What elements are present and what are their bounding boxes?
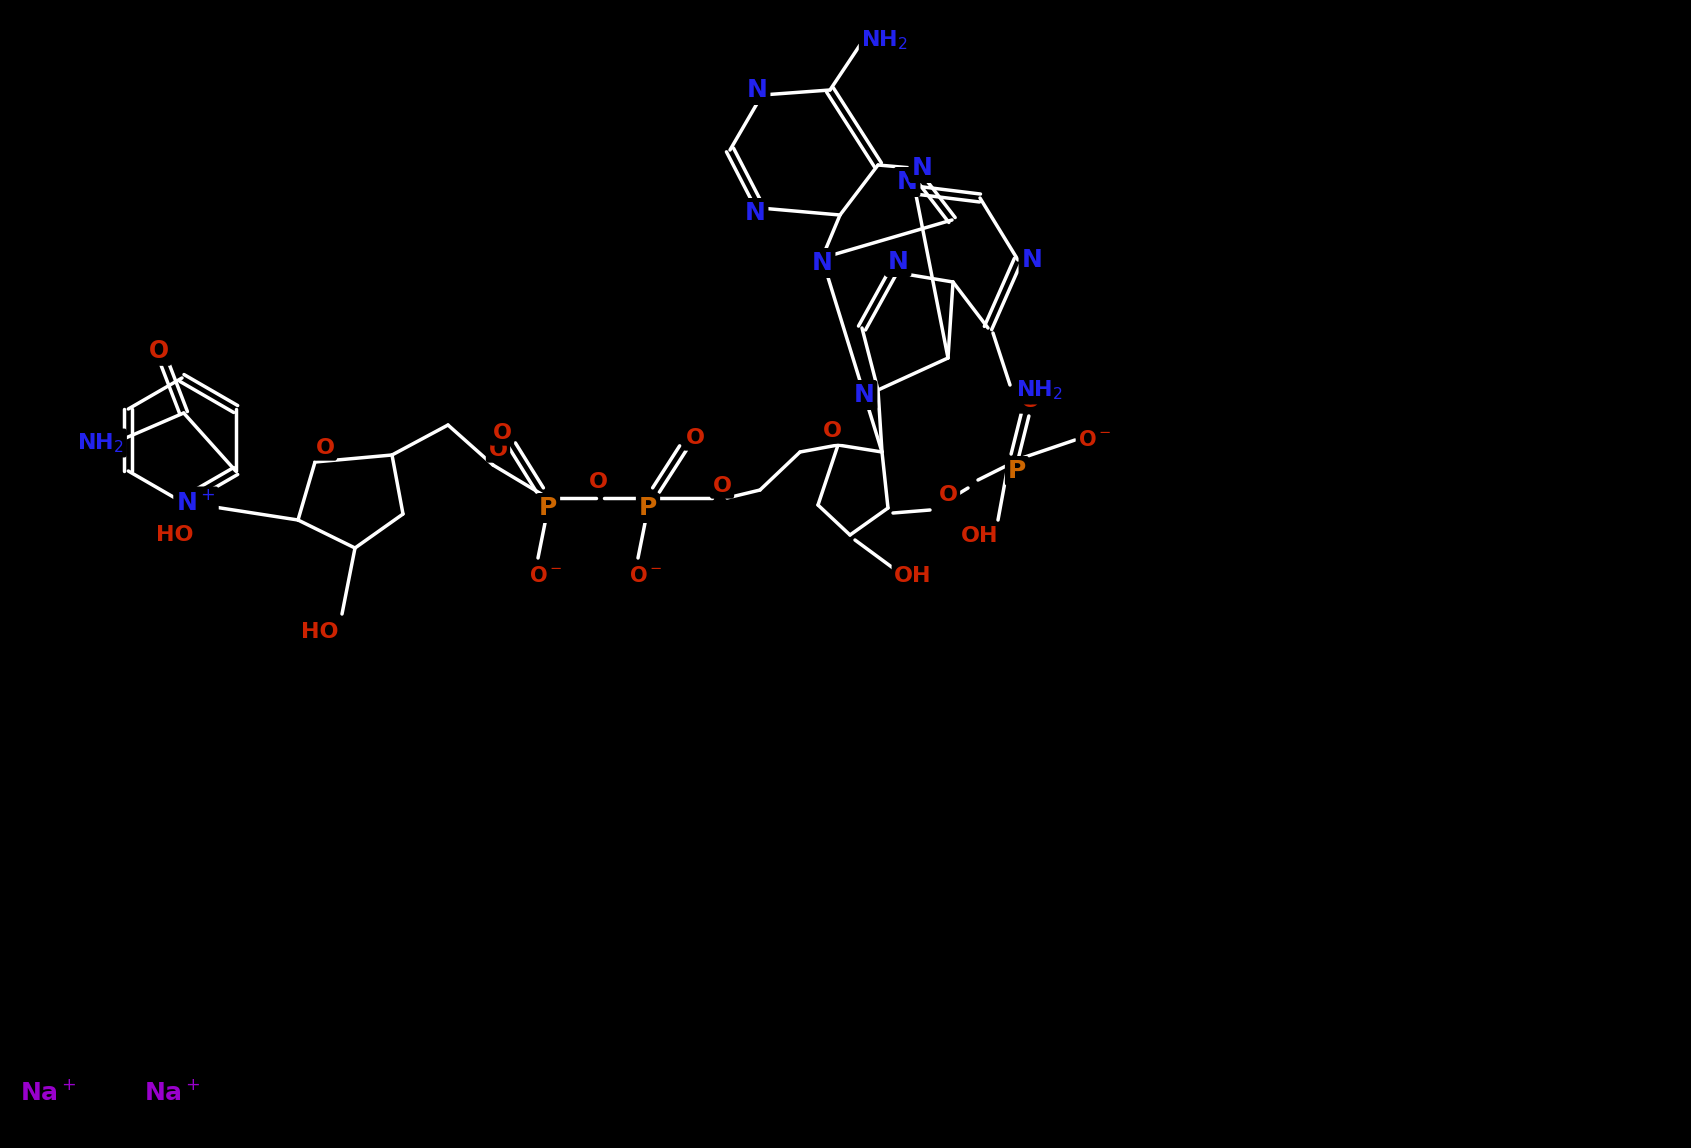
Text: NH$_2$: NH$_2$ xyxy=(78,432,123,455)
Text: O$^-$: O$^-$ xyxy=(629,566,663,585)
Text: O: O xyxy=(1020,391,1040,411)
Text: O: O xyxy=(149,339,169,363)
Text: N: N xyxy=(896,170,918,194)
Text: HO: HO xyxy=(301,622,338,642)
Text: O: O xyxy=(822,421,842,441)
Text: N: N xyxy=(1021,248,1042,272)
Text: O: O xyxy=(939,484,957,505)
Text: N$^+$: N$^+$ xyxy=(176,489,216,514)
Text: N: N xyxy=(744,201,766,225)
Text: HO: HO xyxy=(156,525,194,545)
Text: Na$^+$: Na$^+$ xyxy=(144,1079,200,1104)
Text: P: P xyxy=(639,496,658,520)
Text: N: N xyxy=(854,383,874,408)
Text: O: O xyxy=(588,472,607,492)
Text: N: N xyxy=(888,250,908,274)
Text: N: N xyxy=(746,78,768,102)
Text: O: O xyxy=(712,476,732,496)
Text: NH$_2$: NH$_2$ xyxy=(1016,378,1064,402)
Text: OH: OH xyxy=(895,566,932,585)
Text: O: O xyxy=(489,440,507,460)
Text: N: N xyxy=(911,156,932,180)
Text: O$^-$: O$^-$ xyxy=(529,566,563,585)
Text: O: O xyxy=(316,439,335,458)
Text: OH: OH xyxy=(960,526,999,546)
Text: P: P xyxy=(539,496,556,520)
Text: O$^-$: O$^-$ xyxy=(1079,430,1111,450)
Text: P: P xyxy=(1008,459,1026,483)
Text: O: O xyxy=(685,428,705,448)
Text: NH$_2$: NH$_2$ xyxy=(861,29,908,52)
Text: Na$^+$: Na$^+$ xyxy=(20,1079,76,1104)
Text: N: N xyxy=(812,251,832,276)
Text: O: O xyxy=(492,422,511,443)
